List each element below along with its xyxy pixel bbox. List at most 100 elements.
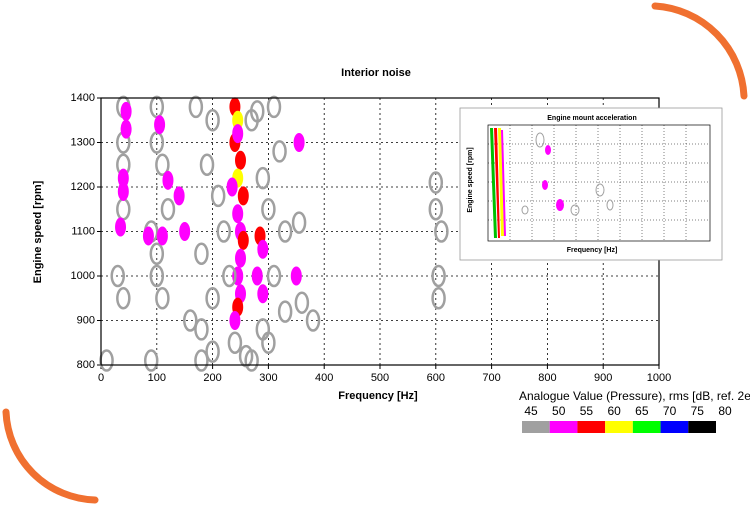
y-tick-label: 1300 xyxy=(71,136,95,148)
contour-blob xyxy=(199,153,215,176)
decor-arc xyxy=(2,408,99,504)
chart-title: Interior noise xyxy=(341,67,411,79)
contour-blob xyxy=(293,133,305,152)
contour-blob xyxy=(266,95,282,119)
contour-blob xyxy=(142,226,154,246)
contour-blob xyxy=(188,95,204,119)
y-tick-label: 1000 xyxy=(71,270,95,282)
contour-blob xyxy=(235,248,246,268)
legend-swatch xyxy=(660,421,689,433)
legend-swatch xyxy=(522,421,550,433)
contour-blob xyxy=(116,198,131,221)
contour-blob xyxy=(431,287,446,310)
contour-blob xyxy=(261,331,276,354)
contour-blob xyxy=(229,311,241,330)
contour-blob xyxy=(249,100,265,123)
contour-blob xyxy=(251,266,263,286)
contour-blob xyxy=(110,264,125,288)
legend-swatch xyxy=(688,421,716,433)
y-axis-label: Engine speed [rpm] xyxy=(32,180,44,283)
contour-blob xyxy=(227,331,243,354)
contour-blob xyxy=(272,140,287,163)
contour-blob xyxy=(255,166,271,190)
y-tick-label: 1200 xyxy=(71,181,95,193)
contour-blob xyxy=(434,220,449,243)
contour-blob xyxy=(232,204,244,224)
inset-x-label: Frequency [Hz] xyxy=(567,247,618,254)
contour-blob xyxy=(294,291,310,314)
contour-blob xyxy=(194,242,209,265)
contour-blob xyxy=(115,217,127,237)
legend-swatch xyxy=(577,421,606,433)
legend-label: 50 xyxy=(552,404,566,418)
contour-blob xyxy=(194,349,209,372)
contour-blob xyxy=(117,181,129,201)
contour-blob xyxy=(257,239,269,259)
x-axis-label: Frequency [Hz] xyxy=(338,390,418,402)
contour-blob xyxy=(173,186,185,206)
legend-label: 60 xyxy=(607,404,621,418)
legend-title: Analogue Value (Pressure), rms [dB, ref.… xyxy=(519,389,750,403)
contour-blob xyxy=(237,186,249,206)
contour-blob xyxy=(194,318,209,341)
contour-blob xyxy=(156,226,168,246)
contour-blob xyxy=(291,211,307,234)
decor-arc xyxy=(651,2,748,100)
contour-blob xyxy=(155,287,170,310)
contour-blob xyxy=(143,349,159,372)
contour-blob xyxy=(277,220,293,243)
x-tick-label: 400 xyxy=(315,372,333,384)
contour-blob xyxy=(277,300,293,323)
x-tick-label: 300 xyxy=(259,372,277,384)
x-tick-label: 800 xyxy=(538,372,556,384)
x-tick-label: 200 xyxy=(203,372,221,384)
inset-chart: Engine mount acceleration Frequency [Hz]… xyxy=(459,107,723,261)
contour-blob xyxy=(216,220,232,243)
plot: 0 100 200 300 400 500 600 700 800 900 1000 800 900 10… xyxy=(71,92,732,433)
legend-label: 75 xyxy=(691,404,705,418)
contour-blob xyxy=(205,287,220,310)
inset-grid xyxy=(488,125,710,241)
contour-blob xyxy=(290,266,302,286)
contour-blob xyxy=(149,242,165,265)
contour-blob xyxy=(305,309,321,332)
contour-blob xyxy=(155,153,170,176)
x-tick-label: 0 xyxy=(98,372,104,384)
contour-blob xyxy=(205,109,220,132)
contour-blob xyxy=(162,170,174,190)
y-tick-label: 800 xyxy=(77,359,95,371)
contour-blob xyxy=(226,177,238,197)
x-tick-label: 500 xyxy=(371,372,389,384)
inset-title: Engine mount acceleration xyxy=(547,115,636,122)
x-tick-label: 700 xyxy=(482,372,500,384)
contour-blob xyxy=(120,101,132,121)
contour-blob xyxy=(428,198,444,221)
contour-blob xyxy=(235,150,246,170)
contour-blob xyxy=(183,309,198,332)
contour-blob xyxy=(154,115,166,135)
contour-blob xyxy=(261,198,276,221)
legend-label: 55 xyxy=(580,404,594,418)
y-tick-label: 1400 xyxy=(71,92,95,104)
legend-swatch xyxy=(632,421,661,433)
contour-blob xyxy=(116,287,131,310)
legend-label: 70 xyxy=(663,404,677,418)
legend-swatch xyxy=(605,421,633,433)
contour-blob xyxy=(237,230,249,250)
contour-blob xyxy=(257,284,269,304)
legend-label: 45 xyxy=(524,404,538,418)
contour-blob xyxy=(210,184,226,208)
y-tick-label: 1100 xyxy=(71,225,95,237)
legend-label: 80 xyxy=(718,404,732,418)
contour-blob xyxy=(222,264,237,288)
contour-blob xyxy=(232,124,244,144)
y-tick-label: 900 xyxy=(77,314,95,326)
contour-blob xyxy=(149,264,165,288)
inset-y-label: Engine speed [rpm] xyxy=(467,147,474,212)
contour-blob xyxy=(179,222,191,241)
contour-blob xyxy=(266,264,282,288)
legend-swatch xyxy=(549,421,578,433)
x-tick-label: 900 xyxy=(594,372,612,384)
